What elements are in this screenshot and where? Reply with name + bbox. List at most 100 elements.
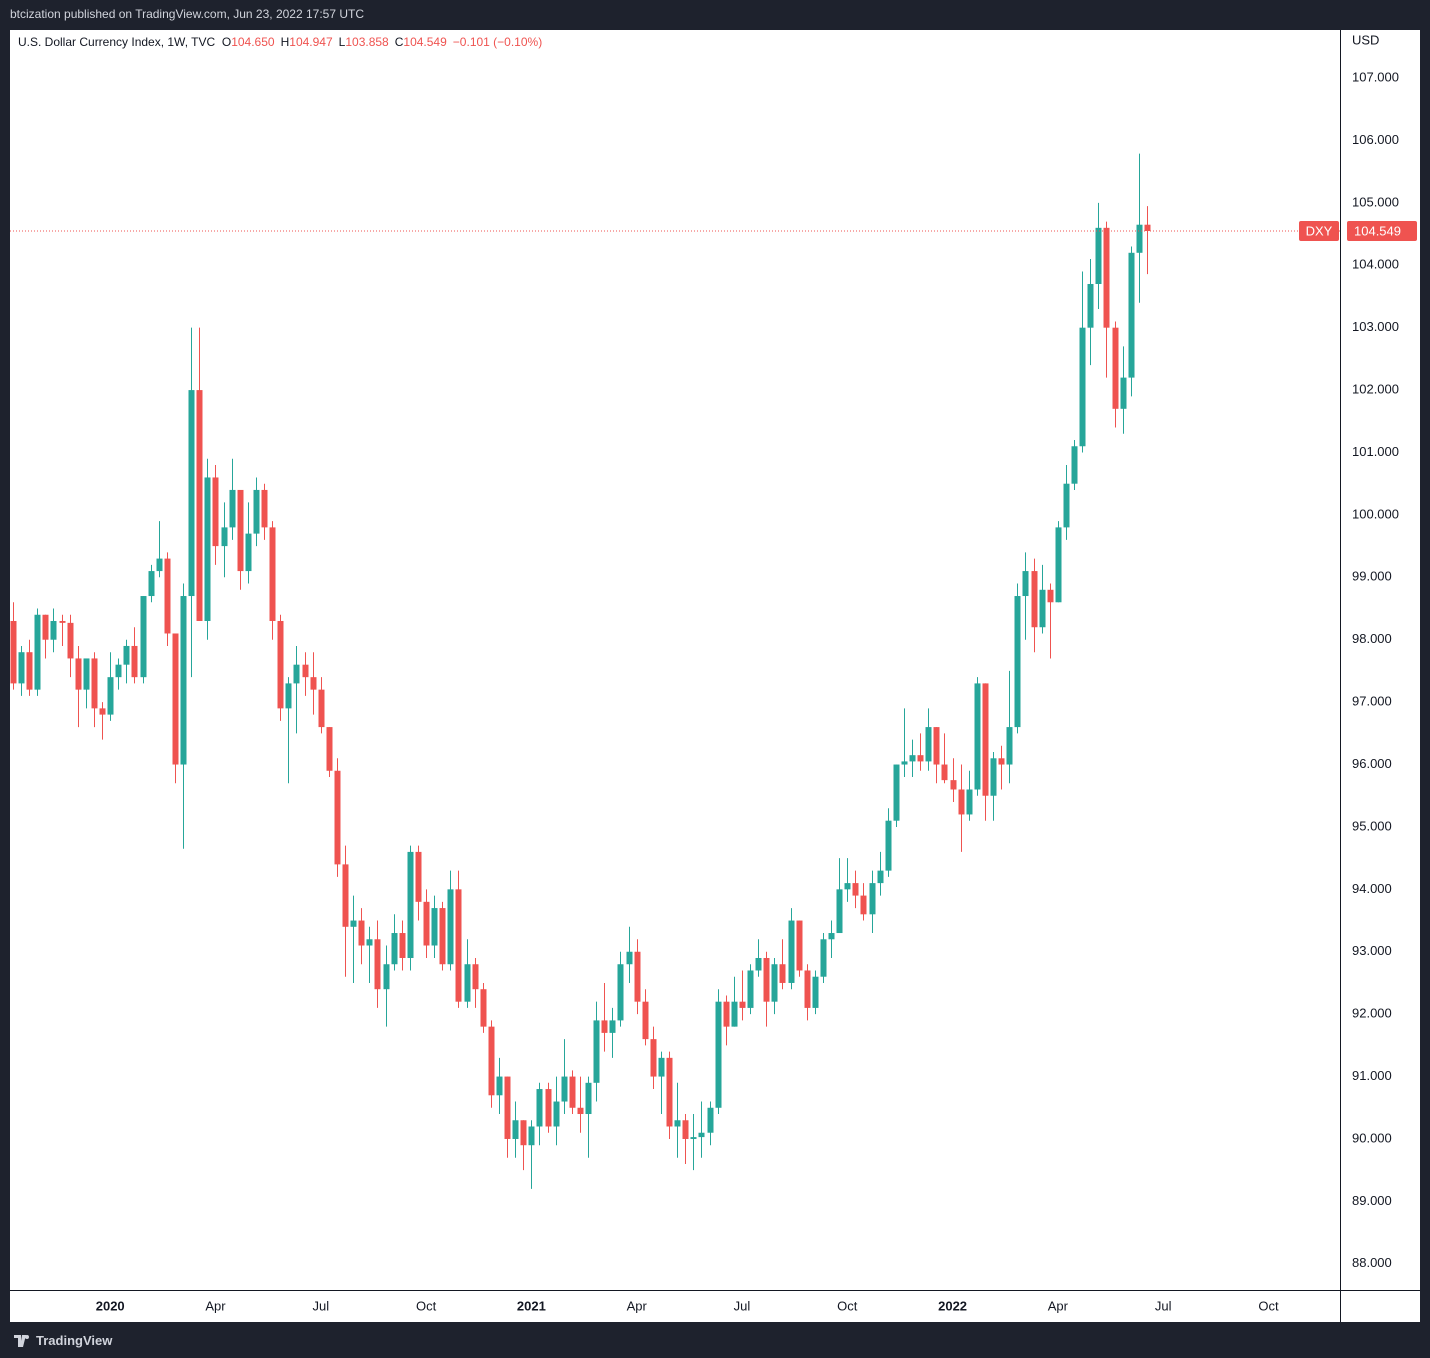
candle-body	[925, 727, 932, 762]
candle-body	[277, 620, 284, 709]
ohlc-value: 104.947	[289, 35, 333, 49]
candle-body	[577, 1107, 584, 1115]
symbol-tag: DXY	[1306, 223, 1333, 238]
ohlc-label: O	[221, 35, 232, 49]
candle-body	[950, 780, 957, 790]
candle-body	[642, 1001, 649, 1040]
candle-body	[917, 755, 924, 762]
candle-body	[350, 920, 357, 927]
symbol-tag-bg	[1299, 221, 1339, 242]
candle-body	[609, 1020, 616, 1033]
y-tick-label: 99.000	[1352, 569, 1392, 584]
candle-body	[285, 683, 292, 709]
candle-body	[480, 989, 487, 1027]
y-tick-label: 91.000	[1352, 1068, 1392, 1083]
y-tick-label: 96.000	[1352, 756, 1392, 771]
candle-body	[860, 895, 867, 915]
candle-body	[107, 677, 114, 715]
candle-body	[334, 770, 341, 865]
candle-body	[650, 1039, 657, 1077]
candle-body	[253, 489, 260, 534]
candle-body	[520, 1120, 527, 1146]
candle-body	[366, 939, 373, 946]
candle-body	[431, 908, 438, 946]
y-tick-label: 100.000	[1352, 506, 1399, 521]
candle-body	[771, 964, 778, 1002]
candle-body	[148, 571, 155, 597]
candle-body	[755, 957, 762, 971]
candle-body	[188, 390, 195, 597]
candle-body	[885, 820, 892, 871]
candle-body	[26, 652, 33, 690]
candle-body	[666, 1057, 673, 1127]
candle-body	[545, 1089, 552, 1127]
candle-body	[836, 889, 843, 934]
candle-body	[140, 596, 147, 678]
candle-body	[83, 658, 90, 690]
price-tag-bg	[1347, 221, 1417, 242]
candle-body	[1095, 227, 1102, 284]
x-tick-label: Jul	[312, 1298, 329, 1313]
candle-body	[42, 614, 49, 640]
candle-body	[553, 1101, 560, 1127]
y-tick-label: 103.000	[1352, 319, 1399, 334]
candle-body	[715, 1001, 722, 1108]
candle-body	[779, 964, 786, 983]
candle-body	[901, 761, 908, 765]
candle-body	[261, 489, 268, 528]
y-tick-label: 102.000	[1352, 382, 1399, 397]
y-tick-label: 105.000	[1352, 194, 1399, 209]
candle-body	[407, 851, 414, 958]
candle-body	[326, 727, 333, 771]
candle-body	[561, 1076, 568, 1102]
x-tick-label: Jul	[1155, 1298, 1172, 1313]
candle-body	[998, 758, 1005, 765]
x-tick-label: Apr	[1048, 1298, 1069, 1313]
candle-body	[690, 1137, 697, 1139]
candle-body	[50, 620, 57, 640]
candle-body	[585, 1082, 592, 1115]
candle-body	[674, 1120, 681, 1127]
x-tick-label: 2020	[96, 1298, 125, 1313]
candle-body	[391, 933, 398, 965]
candle-body	[974, 683, 981, 790]
x-tick-label: 2021	[517, 1298, 546, 1313]
candle-body	[1055, 527, 1062, 603]
candle-body	[269, 527, 276, 621]
candle-body	[788, 920, 795, 983]
candle-body	[504, 1076, 511, 1139]
candle-body	[1136, 224, 1143, 253]
brand: TradingView	[14, 1333, 112, 1348]
candle-body	[1079, 327, 1086, 447]
candle-body	[1087, 283, 1094, 328]
candle-body	[893, 764, 900, 821]
chart-title: U.S. Dollar Currency Index, 1W, TVC	[18, 35, 216, 49]
ohlc-label: L	[338, 35, 346, 49]
candle-body	[593, 1020, 600, 1083]
candle-body	[1112, 327, 1119, 409]
candle-body	[59, 620, 66, 623]
candle-body	[844, 883, 851, 890]
candle-body	[634, 951, 641, 1002]
change: −0.101 (−0.10%)	[452, 35, 543, 49]
candle-body	[982, 683, 989, 796]
candle-body	[528, 1126, 535, 1146]
candle-body	[221, 527, 228, 547]
candle-body	[245, 533, 252, 572]
candle-body	[180, 596, 187, 765]
candle-body	[1071, 446, 1078, 484]
candle-body	[302, 664, 309, 678]
candle-body	[796, 920, 803, 971]
candle-body	[99, 708, 106, 715]
y-tick-label: 90.000	[1352, 1130, 1392, 1145]
candle-body	[439, 908, 446, 965]
candle-body	[374, 939, 381, 990]
candle-body	[237, 489, 244, 572]
y-tick-label: 95.000	[1352, 818, 1392, 833]
candle-body	[172, 633, 179, 765]
candle-body	[723, 1001, 730, 1027]
candle-body	[115, 664, 122, 678]
candle-body	[1047, 589, 1054, 603]
candle-body	[358, 920, 365, 946]
